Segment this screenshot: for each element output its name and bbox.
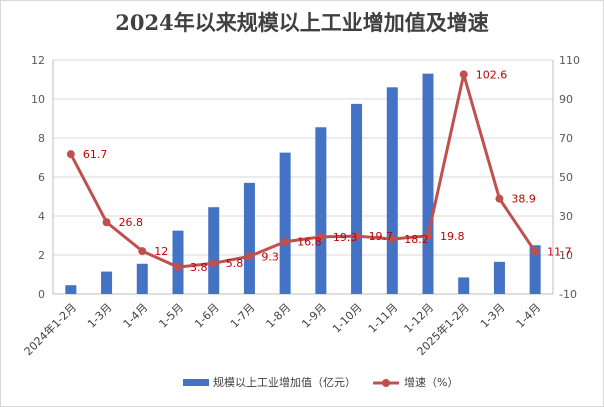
y-right-tick-label: 90: [559, 93, 573, 106]
y-right-tick-label: 30: [559, 210, 573, 223]
growth-data-label: 102.6: [476, 68, 508, 81]
x-tick-label: 1-6月: [192, 301, 222, 331]
x-tick-label: 1-9月: [299, 301, 329, 331]
chart-title: 2024年以来规模以上工业增加值及增速: [115, 10, 489, 35]
growth-point: [459, 70, 468, 79]
growth-data-label: 3.8: [190, 261, 208, 274]
x-tick-label: 2024年1-2月: [21, 300, 79, 358]
growth-data-label: 19.3: [333, 231, 358, 244]
bar: [386, 87, 398, 294]
growth-data-label: 18.2: [404, 233, 429, 246]
x-tick-label: 1-7月: [228, 301, 258, 331]
growth-point: [495, 194, 504, 203]
x-tick-label: 1-4月: [514, 301, 544, 331]
legend-line-marker: [382, 379, 390, 387]
growth-point: [174, 263, 182, 272]
growth-point: [138, 247, 147, 256]
growth-point: [388, 235, 397, 244]
growth-point: [316, 232, 325, 241]
bar: [136, 263, 148, 294]
growth-point: [352, 232, 361, 241]
growth-point: [102, 218, 111, 227]
growth-line: [69, 72, 537, 269]
growth-data-label: 19.8: [440, 230, 465, 243]
growth-data-label: 5.8: [226, 257, 244, 270]
growth-data-label: 9.3: [261, 250, 279, 263]
bar: [101, 271, 113, 294]
legend-line-label: 增速（%）: [404, 375, 458, 389]
y-left-tick-label: 2: [38, 249, 45, 262]
bar: [315, 127, 327, 295]
bar: [172, 230, 184, 294]
x-tick-label: 1-3月: [85, 301, 115, 331]
x-tick-label: 1-11月: [366, 301, 401, 336]
growth-data-label: 12: [154, 245, 168, 258]
x-tick-label: 1-5月: [156, 301, 186, 331]
growth-point: [245, 252, 254, 261]
y-left-tick-label: 0: [38, 288, 45, 301]
growth-data-label: 38.9: [511, 193, 536, 206]
growth-data-label: 16.8: [297, 236, 322, 249]
y-left-tick-label: 4: [38, 210, 45, 223]
y-right-tick-label: 110: [559, 54, 580, 67]
bar: [208, 207, 220, 294]
growth-data-label: 61.7: [83, 148, 108, 161]
bar: [529, 245, 541, 294]
growth-data-label: 26.8: [119, 216, 144, 229]
bar: [65, 285, 77, 294]
legend-bar-swatch: [183, 379, 209, 386]
x-tick-label: 1-4月: [121, 301, 151, 331]
y-left-tick-label: 8: [38, 132, 45, 145]
bar: [351, 103, 363, 294]
bar: [458, 277, 470, 294]
y-left-tick-label: 6: [38, 171, 45, 184]
x-tick-label: 1-10月: [330, 301, 365, 336]
bar: [493, 261, 505, 294]
y-right-tick-label: 50: [559, 171, 573, 184]
legend-bar-label: 规模以上工业增加值（亿元）: [213, 375, 356, 389]
growth-point: [424, 231, 432, 240]
growth-data-label: 11.7: [547, 246, 572, 259]
growth-point: [66, 150, 75, 159]
x-tick-label: 1-12月: [401, 301, 436, 336]
y-right-tick-label: 70: [559, 132, 573, 145]
y-left-tick-label: 12: [31, 54, 45, 67]
growth-point: [281, 237, 290, 246]
bar: [243, 182, 255, 294]
y-left-tick-label: 10: [31, 93, 45, 106]
bar: [422, 73, 434, 295]
growth-point: [209, 259, 218, 268]
bar: [279, 152, 291, 294]
growth-point: [531, 247, 540, 256]
y-right-tick-label: 10: [559, 249, 573, 262]
x-tick-label: 1-3月: [478, 301, 508, 331]
x-tick-label: 1-8月: [264, 301, 294, 331]
growth-data-label: 19.7: [369, 230, 394, 243]
y-right-tick-label: -10: [559, 288, 577, 301]
